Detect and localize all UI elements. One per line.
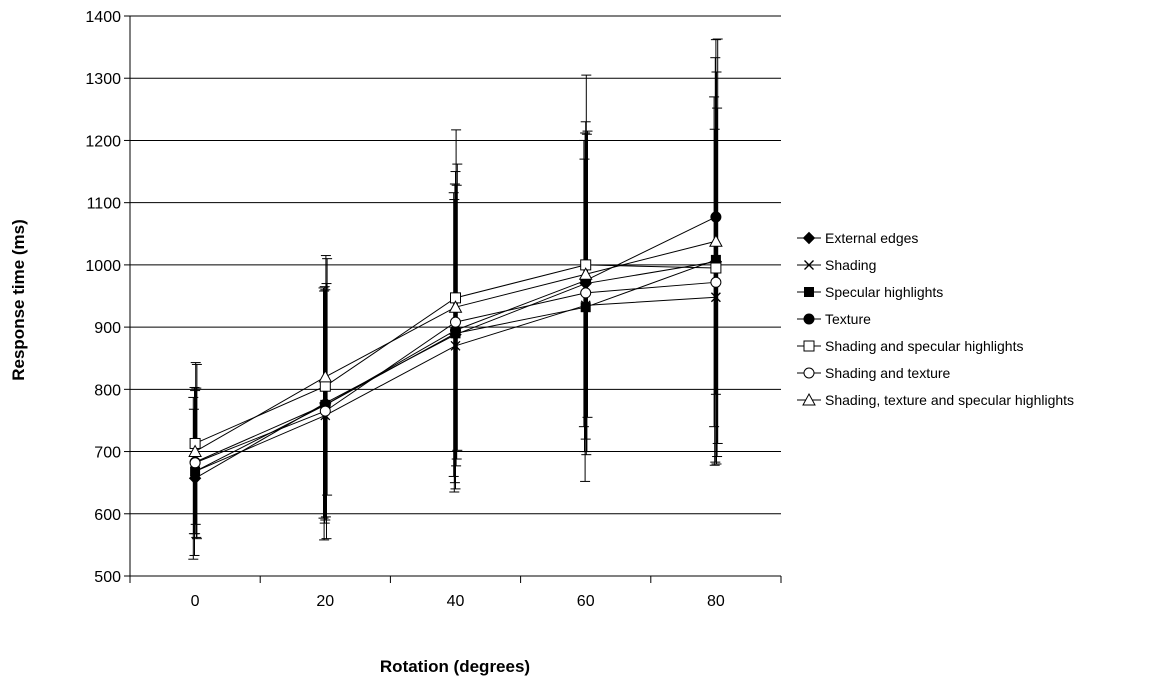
legend-marker [802,231,816,245]
y-tick-label: 900 [94,320,121,337]
legend-label: Shading and specular highlights [825,338,1023,354]
data-point [318,369,333,383]
data-point [189,457,201,469]
legend-label: Shading, texture and specular highlights [825,392,1074,408]
data-point [319,405,331,417]
data-point [710,276,722,288]
data-point [710,292,721,303]
data-point [578,267,593,280]
x-tick-label: 60 [577,593,595,610]
legend-label: Shading and texture [825,365,951,381]
data-point [448,300,463,313]
legend-item: Specular highlights [797,284,943,300]
x-tick-label: 20 [316,593,334,610]
y-tick-label: 1400 [85,9,121,26]
legend-marker [803,340,815,352]
y-tick-label: 1200 [85,133,121,150]
x-tick-label: 0 [191,593,200,610]
legend-item: Shading [797,257,876,273]
data-point [580,287,592,299]
data-point [190,466,201,477]
legend-marker [804,287,814,297]
y-tick-label: 500 [94,569,121,586]
x-tick-label: 80 [707,593,725,610]
data-point [188,444,202,458]
legend: External edges Shading Specular highlights… [797,230,1074,408]
legend-label: Specular highlights [825,284,943,300]
legend-marker [803,367,815,379]
y-axis-title: Response time (ms) [9,219,28,381]
y-tick-label: 800 [94,382,121,399]
legend-item: External edges [797,230,918,246]
data-point [450,340,461,351]
legend-label: Shading [825,257,876,273]
data-point [580,302,591,313]
legend-marker [803,313,815,325]
legend-item: Shading and specular highlights [797,338,1023,354]
legend-item: Shading and texture [797,365,951,381]
y-tick-label: 600 [94,507,121,524]
y-tick-label: 1000 [85,258,121,275]
x-tick-labels: 0 20 40 60 80 [191,593,725,610]
data-point [710,211,722,223]
legend-label: External edges [825,230,918,246]
x-axis-title: Rotation (degrees) [380,657,530,676]
data-point [710,262,722,274]
data-point [450,316,461,328]
legend-item: Texture [797,311,871,327]
legend-item: Shading, texture and specular highlights [797,392,1074,408]
data-point [709,234,723,247]
legend-marker [802,392,816,406]
x-tick-label: 40 [447,593,465,610]
y-tick-label: 1100 [87,196,122,213]
data-point [319,380,331,392]
y-tick-labels: 500 600 700 800 900 1000 1100 1200 1300 1400 [85,9,121,586]
y-tick-label: 700 [94,445,121,462]
y-tick-label: 1300 [85,71,121,88]
axes [124,15,782,583]
series-markers [188,211,723,485]
legend-label: Texture [825,311,871,327]
legend-marker [804,260,814,270]
